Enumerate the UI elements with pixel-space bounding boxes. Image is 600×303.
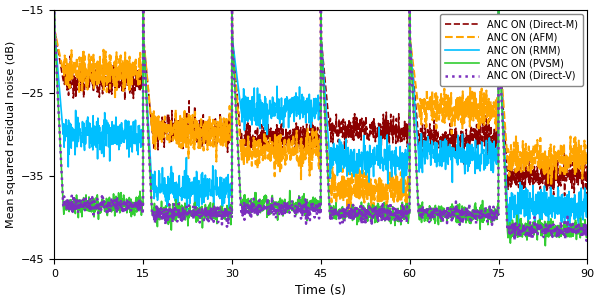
ANC ON (AFM) <box>584 156 591 159</box>
ANC ON (Direct-M) <box>326 128 334 132</box>
ANC ON (PVSM) <box>542 244 549 248</box>
ANC ON (Direct-M) <box>183 136 190 139</box>
ANC ON (PVSM) <box>584 224 591 227</box>
ANC ON (AFM) <box>553 150 560 154</box>
X-axis label: Time (s): Time (s) <box>295 285 346 298</box>
ANC ON (Direct-M) <box>583 202 590 206</box>
ANC ON (RMM) <box>183 208 190 212</box>
ANC ON (AFM) <box>51 4 58 7</box>
ANC ON (Direct-M) <box>51 4 58 7</box>
ANC ON (PVSM) <box>51 4 58 7</box>
ANC ON (RMM) <box>223 179 230 182</box>
ANC ON (RMM) <box>326 158 334 161</box>
ANC ON (Direct-M) <box>550 165 557 169</box>
ANC ON (Direct-V) <box>553 228 560 232</box>
ANC ON (Direct-M) <box>223 128 230 131</box>
Line: ANC ON (RMM): ANC ON (RMM) <box>55 5 587 231</box>
ANC ON (Direct-M) <box>553 171 560 175</box>
Line: ANC ON (PVSM): ANC ON (PVSM) <box>55 5 587 246</box>
ANC ON (AFM) <box>344 212 351 216</box>
Line: ANC ON (Direct-V): ANC ON (Direct-V) <box>55 5 587 241</box>
Legend: ANC ON (Direct-M), ANC ON (AFM), ANC ON (RMM), ANC ON (PVSM), ANC ON (Direct-V): ANC ON (Direct-M), ANC ON (AFM), ANC ON … <box>440 15 583 86</box>
ANC ON (PVSM) <box>550 228 557 231</box>
ANC ON (Direct-V) <box>223 225 230 228</box>
ANC ON (RMM) <box>550 194 557 197</box>
ANC ON (PVSM) <box>326 211 334 215</box>
ANC ON (Direct-V) <box>550 230 557 234</box>
Y-axis label: Mean squared residual noise (dB): Mean squared residual noise (dB) <box>5 41 16 228</box>
ANC ON (AFM) <box>550 155 557 158</box>
ANC ON (RMM) <box>51 4 58 7</box>
ANC ON (RMM) <box>561 229 568 232</box>
ANC ON (Direct-M) <box>239 140 247 143</box>
ANC ON (Direct-M) <box>584 179 591 183</box>
ANC ON (RMM) <box>584 198 591 202</box>
ANC ON (RMM) <box>553 205 560 209</box>
ANC ON (RMM) <box>239 105 247 108</box>
ANC ON (AFM) <box>183 129 190 133</box>
ANC ON (PVSM) <box>553 232 560 236</box>
ANC ON (Direct-V) <box>583 239 590 243</box>
Line: ANC ON (AFM): ANC ON (AFM) <box>55 5 587 214</box>
ANC ON (PVSM) <box>223 204 230 207</box>
ANC ON (AFM) <box>223 130 230 134</box>
ANC ON (Direct-V) <box>584 225 591 229</box>
ANC ON (Direct-V) <box>239 203 247 207</box>
ANC ON (AFM) <box>326 187 334 190</box>
ANC ON (PVSM) <box>183 214 190 218</box>
ANC ON (AFM) <box>239 157 247 161</box>
ANC ON (Direct-V) <box>326 211 334 215</box>
Line: ANC ON (Direct-M): ANC ON (Direct-M) <box>55 5 587 204</box>
ANC ON (Direct-V) <box>183 215 190 219</box>
ANC ON (PVSM) <box>239 203 247 206</box>
ANC ON (Direct-V) <box>51 4 58 7</box>
